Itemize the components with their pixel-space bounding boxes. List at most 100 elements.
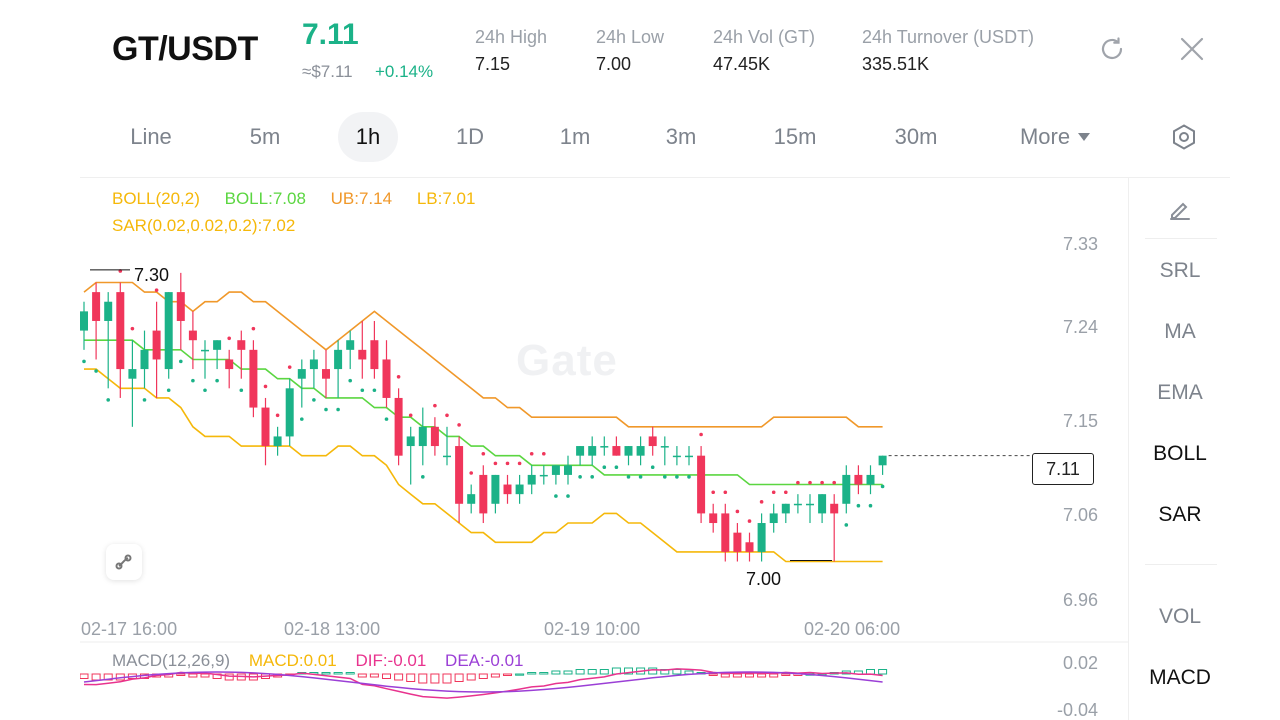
indicator-ma[interactable]: MA bbox=[1164, 320, 1196, 343]
tab-15m[interactable]: 15m bbox=[773, 124, 817, 149]
indicator-vol[interactable]: VOL bbox=[1158, 605, 1202, 628]
sar-dot bbox=[493, 461, 498, 466]
sar-dot bbox=[396, 374, 401, 379]
pencil-icon[interactable] bbox=[1129, 196, 1231, 228]
sar-dot bbox=[590, 475, 594, 479]
sar-dot bbox=[554, 494, 558, 498]
indicator-sar[interactable]: SAR bbox=[1158, 503, 1202, 526]
sar-dot bbox=[542, 451, 546, 456]
last-price: 7.11 bbox=[302, 18, 359, 51]
timeframe-tabs: Line 5m 1h 1D 1m 3m 15m 30m More bbox=[0, 108, 1280, 166]
x-tick: 02-18 13:00 bbox=[284, 619, 381, 639]
tab-line[interactable]: Line bbox=[130, 124, 172, 149]
macd-bar bbox=[357, 673, 367, 678]
sar-dot bbox=[614, 465, 619, 470]
macd-bar bbox=[527, 672, 537, 675]
candle-body bbox=[443, 455, 451, 458]
macd-bar bbox=[624, 667, 633, 675]
macd-bar bbox=[503, 673, 512, 676]
macd-bar bbox=[188, 673, 198, 678]
stat-label: 24h Turnover (USDT) bbox=[862, 27, 1035, 47]
tab-more[interactable]: More bbox=[1005, 112, 1105, 162]
indicator-boll[interactable]: BOLL bbox=[1153, 442, 1207, 465]
close-icon[interactable] bbox=[1177, 34, 1207, 64]
sar-dot bbox=[142, 398, 147, 402]
candle-body bbox=[273, 436, 282, 447]
sar-dot bbox=[287, 365, 292, 369]
chart-toggle-button[interactable] bbox=[106, 544, 142, 580]
macd-bar bbox=[430, 673, 440, 684]
indicator-macd[interactable]: MACD bbox=[1149, 666, 1211, 689]
candle-body bbox=[128, 369, 137, 379]
sar-dot bbox=[784, 490, 788, 495]
boll-legend: BOLL(20,2) BOLL:7.08 UB:7.14 LB:7.01 bbox=[112, 189, 495, 209]
macd-bar bbox=[406, 673, 416, 682]
macd-bar bbox=[382, 673, 391, 679]
candle-body bbox=[709, 513, 718, 524]
candle-body bbox=[878, 455, 887, 466]
sar-dot bbox=[735, 509, 740, 514]
macd-bar bbox=[648, 667, 658, 675]
tab-3m[interactable]: 3m bbox=[665, 124, 697, 149]
candle-body bbox=[261, 407, 270, 447]
boll-mid: BOLL:7.08 bbox=[224, 189, 306, 208]
macd-y-tick: -0.04 bbox=[1056, 700, 1098, 720]
sar-dot bbox=[106, 398, 110, 402]
macd-y-tick: 0.02 bbox=[1062, 653, 1098, 673]
candle-body bbox=[346, 340, 355, 350]
sar-dot bbox=[179, 359, 183, 364]
candle-body bbox=[685, 455, 693, 458]
macd-bar bbox=[345, 672, 355, 675]
candle-body bbox=[612, 446, 621, 456]
macd-bar bbox=[515, 673, 525, 676]
divider bbox=[1145, 564, 1217, 565]
hexagon-settings-icon[interactable] bbox=[1162, 112, 1206, 162]
tab-30m[interactable]: 30m bbox=[894, 124, 938, 149]
sar-dot bbox=[663, 475, 667, 479]
macd-bar bbox=[769, 673, 779, 678]
tab-1h[interactable]: 1h bbox=[338, 112, 398, 162]
stat-24h-turnover: 24h Turnover (USDT) 335.51K bbox=[862, 27, 1034, 75]
chart-area[interactable]: Gate BOLL(20,2) BOLL:7.08 UB:7.14 LB:7.0… bbox=[80, 178, 1128, 720]
candle-body bbox=[237, 340, 246, 350]
sar-dot bbox=[191, 378, 195, 383]
stat-label: 24h High bbox=[475, 27, 548, 47]
sar-value: SAR(0.02,0.02,0.2):7.02 bbox=[112, 216, 296, 235]
watermark: Gate bbox=[516, 336, 618, 385]
stat-label: 24h Low bbox=[596, 27, 665, 47]
sar-dot bbox=[602, 465, 607, 470]
candle-body bbox=[176, 292, 185, 321]
candle-body bbox=[769, 513, 778, 524]
candle-body bbox=[806, 503, 814, 506]
macd-bar bbox=[418, 673, 428, 684]
macd-bar bbox=[551, 670, 561, 675]
candle-body bbox=[309, 359, 318, 370]
macd-bar bbox=[454, 673, 464, 682]
candle-body bbox=[370, 340, 379, 370]
sar-dot bbox=[566, 494, 570, 498]
macd-bar bbox=[333, 672, 343, 675]
indicator-srl[interactable]: SRL bbox=[1159, 259, 1201, 282]
sar-dot bbox=[384, 417, 389, 421]
candle-body bbox=[164, 292, 173, 370]
sar-dot bbox=[433, 403, 437, 408]
candle-body bbox=[80, 311, 88, 331]
tab-1d[interactable]: 1D bbox=[455, 124, 485, 149]
sar-dot bbox=[650, 465, 655, 470]
stat-24h-low: 24h Low 7.00 bbox=[596, 27, 664, 75]
candle-body bbox=[455, 446, 464, 504]
macd-name: MACD(12,26,9) bbox=[112, 651, 231, 670]
tab-1m[interactable]: 1m bbox=[559, 124, 591, 149]
divider bbox=[1145, 238, 1217, 239]
sar-dot bbox=[82, 359, 86, 364]
sar-dot bbox=[239, 388, 244, 393]
tab-5m[interactable]: 5m bbox=[249, 124, 281, 149]
candle-body bbox=[334, 349, 343, 370]
candle-body bbox=[503, 484, 512, 495]
refresh-icon[interactable] bbox=[1097, 34, 1127, 64]
x-tick: 02-17 16:00 bbox=[81, 619, 178, 639]
indicator-ema[interactable]: EMA bbox=[1157, 381, 1203, 404]
sar-dot bbox=[747, 519, 752, 523]
stat-value: 7.15 bbox=[475, 54, 511, 74]
macd-bar bbox=[490, 673, 500, 678]
